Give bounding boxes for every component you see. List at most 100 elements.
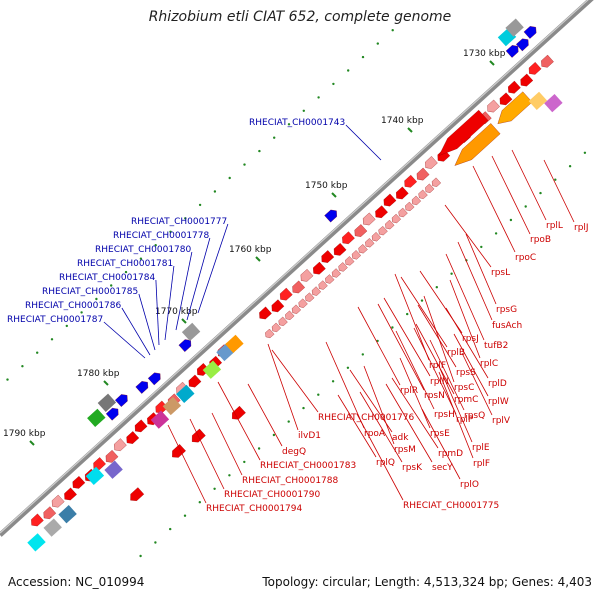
- colored-gene-box: [58, 505, 77, 524]
- forward-gene-arrow: [487, 99, 500, 113]
- right-callout-line: [356, 413, 404, 501]
- callout-lines-layer: [103, 124, 575, 504]
- right-label-RHECIAT_CH0001790-41: RHECIAT_CH0001790: [224, 490, 321, 500]
- forward-gene-arrow: [354, 224, 368, 237]
- right-label-ilvD1-35: ilvD1: [298, 431, 321, 441]
- forward-gene-arrow: [126, 431, 140, 444]
- left-callout-line: [186, 237, 211, 321]
- forward-gene-arrow: [271, 299, 285, 313]
- right-callout-line: [437, 363, 473, 443]
- right-label-rpsN-19: rpsN: [424, 391, 445, 401]
- right-label-RHECIAT_CH0001794-42: RHECIAT_CH0001794: [206, 504, 303, 514]
- left-callout-line: [155, 279, 160, 346]
- forward-gene-arrow: [321, 250, 335, 263]
- ribosomal-gene-box: [318, 280, 328, 290]
- reverse-gene-arrow: [105, 407, 119, 421]
- ruler-label-1730kbp: 1730 kbp: [463, 49, 506, 59]
- forward-gene-arrow: [292, 280, 306, 294]
- right-label-rplJ-0: rplJ: [574, 223, 589, 233]
- guide-dot: [347, 69, 350, 72]
- ruler-label-1780kbp: 1780 kbp: [77, 369, 120, 379]
- guide-dot: [228, 474, 231, 477]
- colored-gene-box: [505, 18, 524, 37]
- ribosomal-gene-box: [365, 238, 375, 248]
- colored-gene-box: [150, 410, 170, 429]
- forward-gene-arrow: [279, 287, 293, 301]
- ribosomal-gene-box: [305, 292, 315, 302]
- colored-gene-box: [181, 322, 201, 342]
- outer-gene-arrow: [172, 444, 186, 458]
- genome-backbone-highlight: [0, 0, 589, 534]
- right-label-rplR-18: rplR: [400, 386, 418, 396]
- left-label-RHECIAT_CH0001777: RHECIAT_CH0001777: [131, 217, 227, 227]
- guide-dot: [183, 514, 187, 517]
- right-callout-line: [271, 349, 319, 413]
- guide-dot: [273, 136, 276, 139]
- right-callout-line: [415, 323, 455, 395]
- left-callout-line: [138, 293, 156, 351]
- right-callout-line: [383, 297, 431, 377]
- ribosomal-gene-box: [351, 250, 362, 260]
- ribosomal-gene-box: [405, 201, 415, 212]
- guide-dot: [169, 527, 172, 531]
- guide-dot: [50, 338, 54, 341]
- right-callout-line: [363, 365, 395, 445]
- left-label-RHECIAT_CH0001743: RHECIAT_CH0001743: [249, 118, 345, 128]
- right-callout-line: [511, 149, 547, 221]
- right-label-rpmC-17: rpmC: [454, 395, 478, 405]
- colored-gene-box: [87, 408, 106, 428]
- ruler-tick: [29, 440, 35, 446]
- ribosomal-gene-box: [291, 304, 302, 314]
- guide-dot: [169, 230, 172, 233]
- right-label-rplB-9: rplB: [447, 348, 465, 358]
- guide-dot: [80, 311, 83, 314]
- colored-gene-box: [27, 533, 46, 552]
- rpoB-gene: [454, 123, 501, 166]
- guide-dot: [391, 326, 394, 329]
- right-callout-line: [445, 253, 485, 341]
- right-label-RHECIAT_CH0001775-39: RHECIAT_CH0001775: [403, 501, 499, 511]
- ribosomal-gene-box: [398, 207, 408, 218]
- right-callout-line: [247, 383, 283, 447]
- colored-gene-box: [176, 384, 195, 404]
- guide-dot: [184, 217, 187, 220]
- guide-dot: [361, 353, 364, 356]
- right-callout-line: [391, 377, 439, 449]
- ruler-label-1750kbp: 1750 kbp: [305, 181, 348, 191]
- right-label-rplN-14: rplN: [430, 377, 449, 387]
- forward-gene-arrow: [404, 174, 418, 188]
- reverse-gene-arrow: [147, 372, 161, 386]
- guide-dot: [317, 393, 320, 396]
- labels-layer: RHECIAT_CH0001743 RHECIAT_CH0001777 RHECIA…: [7, 118, 589, 514]
- guide-dot: [509, 218, 513, 222]
- left-callout-line: [345, 124, 382, 161]
- reverse-gene-arrow: [114, 394, 128, 407]
- right-label-RHECIAT_CH0001776-24: RHECIAT_CH0001776: [318, 413, 415, 423]
- ribosomal-gene-box: [358, 244, 368, 254]
- outer-gene-arrow: [130, 487, 145, 501]
- ribosomal-gene-box: [278, 316, 288, 326]
- ribosomal-gene-box: [311, 286, 322, 296]
- right-label-tufB2-7: tufB2: [484, 341, 508, 351]
- colored-gene-box: [225, 334, 244, 354]
- right-callout-line: [385, 383, 433, 463]
- guide-dot: [110, 284, 113, 287]
- right-callout-line: [337, 394, 377, 458]
- ribosomal-gene-box: [391, 213, 402, 224]
- right-callout-line: [423, 295, 455, 383]
- right-label-rplW-16: rplW: [488, 397, 509, 407]
- left-label-RHECIAT_CH0001778: RHECIAT_CH0001778: [113, 231, 210, 241]
- left-callout-line: [164, 265, 175, 341]
- right-label-rplF-31: rplF: [473, 459, 490, 469]
- colored-gene-box: [544, 93, 563, 113]
- guide-dot: [539, 191, 542, 195]
- right-callout-line: [417, 304, 457, 368]
- left-callout-line: [103, 321, 146, 359]
- left-label-RHECIAT_CH0001780: RHECIAT_CH0001780: [95, 245, 192, 255]
- ruler-tick: [255, 256, 261, 262]
- colored-gene-box: [97, 393, 117, 412]
- guide-dot: [243, 163, 246, 166]
- guide-dot: [272, 433, 276, 437]
- guide-dot: [420, 299, 424, 302]
- right-callout-line: [429, 339, 465, 411]
